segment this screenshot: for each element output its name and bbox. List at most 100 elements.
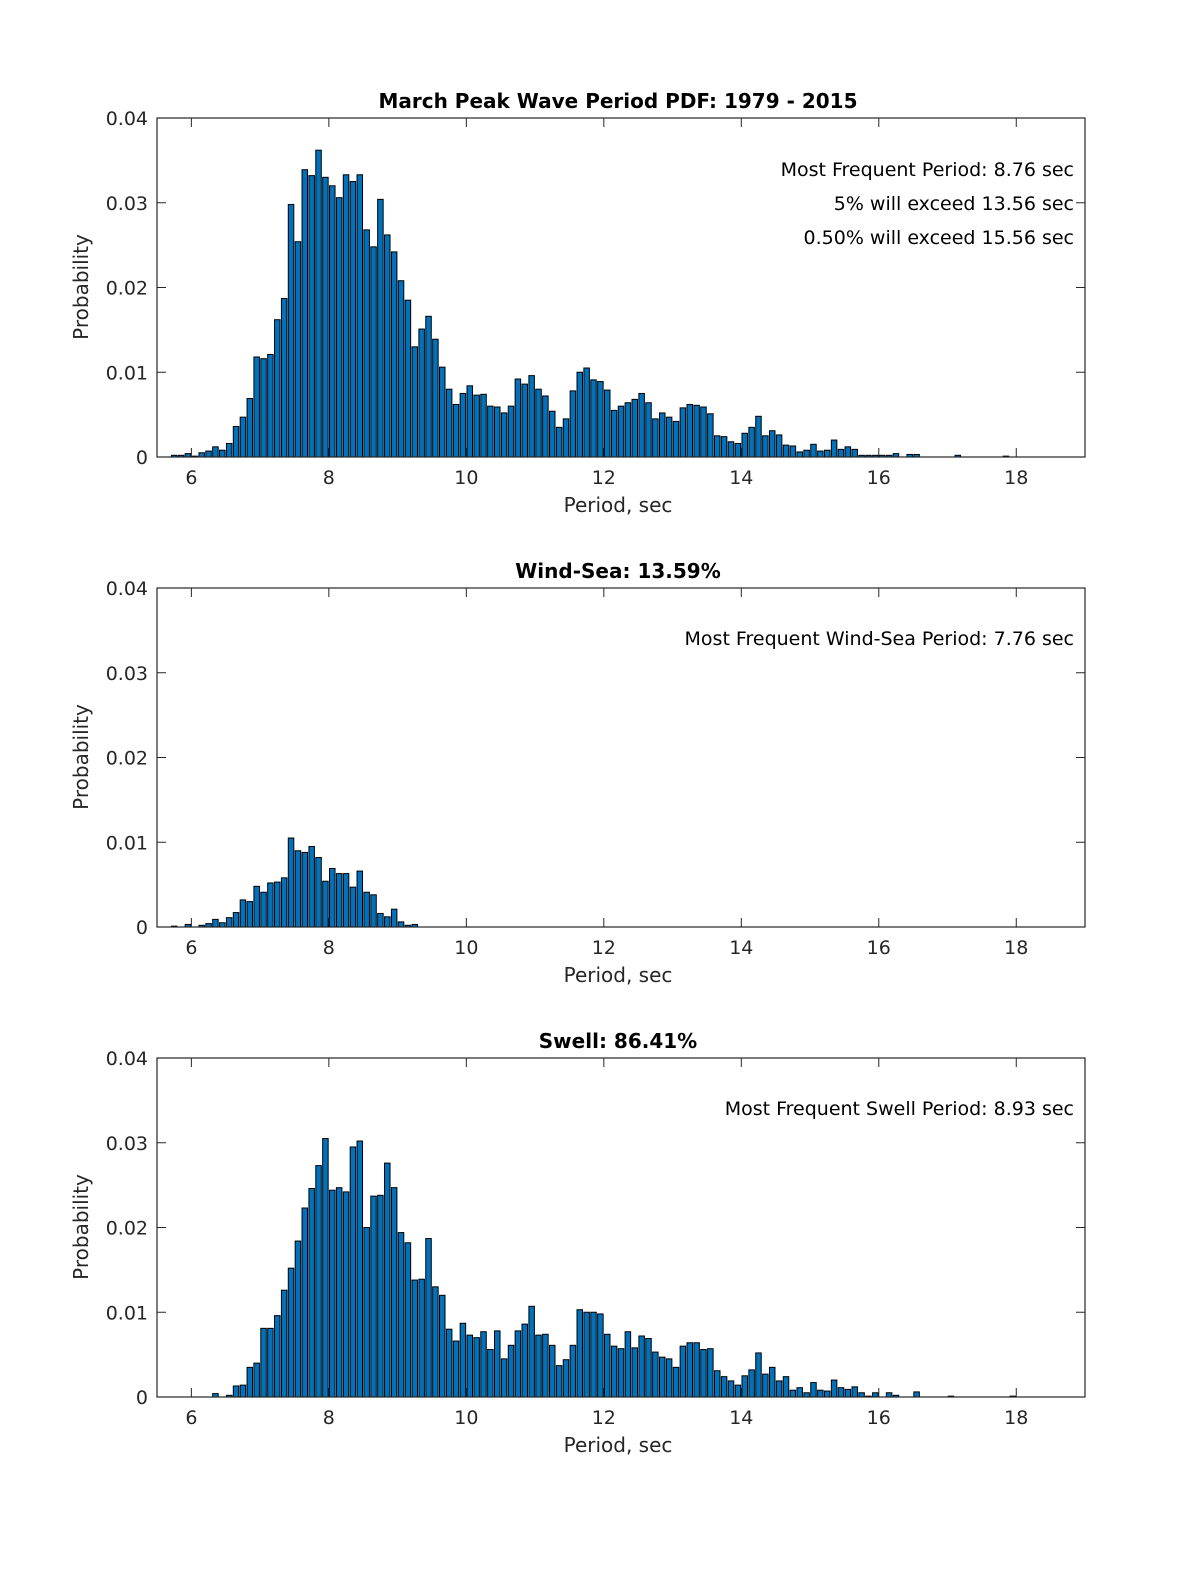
bar	[686, 1342, 693, 1398]
bar	[542, 1333, 549, 1398]
x-tick-label: 10	[454, 467, 478, 489]
bar	[418, 1278, 425, 1398]
bar	[521, 383, 529, 458]
bar	[349, 1146, 357, 1398]
bar	[466, 385, 474, 458]
bar	[260, 358, 267, 458]
bar	[507, 1344, 515, 1398]
bar	[301, 169, 309, 458]
bar	[301, 1207, 309, 1398]
x-tick-label: 8	[323, 1407, 335, 1429]
bar	[480, 1331, 487, 1398]
bar	[830, 439, 838, 458]
bar	[225, 917, 233, 928]
bar	[693, 404, 700, 458]
bar	[232, 425, 240, 458]
bar	[652, 1351, 659, 1398]
bar	[762, 1373, 769, 1398]
bar	[363, 1227, 370, 1398]
bar	[274, 1315, 281, 1398]
bar	[549, 410, 556, 458]
bar	[748, 426, 755, 458]
bar	[356, 1140, 364, 1398]
bar	[397, 280, 405, 458]
x-tick-label: 10	[454, 1407, 478, 1429]
x-tick-label: 6	[185, 1407, 197, 1429]
bar	[913, 1391, 920, 1398]
bar	[356, 870, 364, 928]
bar	[700, 1349, 707, 1398]
bar	[219, 449, 226, 458]
bar	[480, 393, 487, 458]
bar	[212, 446, 219, 458]
bar	[239, 899, 247, 928]
y-tick-label: 0.02	[106, 748, 148, 770]
bar	[239, 1384, 247, 1398]
bar	[397, 1232, 405, 1398]
bars	[212, 1138, 1017, 1398]
bar	[645, 402, 652, 458]
bar	[817, 450, 824, 458]
bar	[576, 371, 584, 458]
bar	[384, 234, 391, 458]
x-tick-label: 18	[1004, 937, 1028, 959]
bar	[287, 837, 295, 928]
bar	[342, 174, 350, 458]
bar	[445, 388, 453, 458]
y-tick-label: 0.01	[106, 1302, 148, 1324]
x-tick-label: 6	[185, 937, 197, 959]
bar	[473, 1337, 480, 1398]
bar	[576, 1309, 584, 1398]
bar	[404, 299, 412, 458]
bar	[775, 434, 783, 458]
bar	[549, 1344, 556, 1398]
bar	[590, 1311, 597, 1398]
y-tick-label: 0.03	[106, 1133, 148, 1155]
bar	[294, 1240, 302, 1398]
x-tick-label: 14	[729, 1407, 753, 1429]
bar	[604, 1333, 611, 1398]
bar	[329, 868, 336, 928]
bar	[329, 185, 336, 458]
ticks: 6 8 10 12 14 16 18 0 0.01 0.02 0.03 0.04	[106, 1048, 1085, 1429]
x-tick-label: 18	[1004, 1407, 1028, 1429]
annotation-0.5pct-exceed: 0.50% will exceed 15.56 sec	[804, 227, 1074, 249]
bar	[267, 353, 274, 458]
y-tick-label: 0.02	[106, 278, 148, 300]
bar	[617, 405, 625, 458]
bar	[232, 912, 240, 928]
bar	[768, 1366, 776, 1398]
bar	[308, 845, 315, 928]
bar	[322, 176, 329, 458]
bar	[267, 1327, 274, 1398]
bar	[658, 412, 666, 458]
x-tick-label: 10	[454, 937, 478, 959]
bar	[225, 442, 233, 458]
bar	[287, 203, 295, 458]
bar	[830, 1379, 838, 1398]
bar	[432, 1286, 439, 1398]
bar	[315, 1165, 322, 1398]
bar	[212, 918, 219, 928]
bar	[239, 416, 247, 458]
bar	[741, 432, 748, 458]
bar	[280, 1289, 288, 1398]
bar	[466, 1334, 474, 1398]
bar	[411, 1279, 419, 1398]
bar	[253, 885, 260, 928]
ticks: 6 8 10 12 14 16 18 0 0.01 0.02 0.03 0.04	[106, 108, 1085, 489]
bar	[610, 409, 618, 458]
bar	[452, 1340, 460, 1398]
bar	[232, 1385, 240, 1398]
chart-title: Swell: 86.41%	[539, 1029, 697, 1053]
bar	[425, 1238, 432, 1398]
bar	[377, 198, 384, 458]
panel-swell: Swell: 86.41% 6 8 10 12 14 16 18 0 0.01 0.02 0.03 0…	[69, 1029, 1086, 1457]
bar	[624, 402, 632, 458]
bar	[638, 1335, 645, 1398]
y-tick-label: 0	[136, 1387, 148, 1409]
bar	[617, 1348, 625, 1398]
bar	[487, 405, 494, 458]
bar	[246, 1366, 254, 1398]
bar	[335, 1187, 343, 1398]
